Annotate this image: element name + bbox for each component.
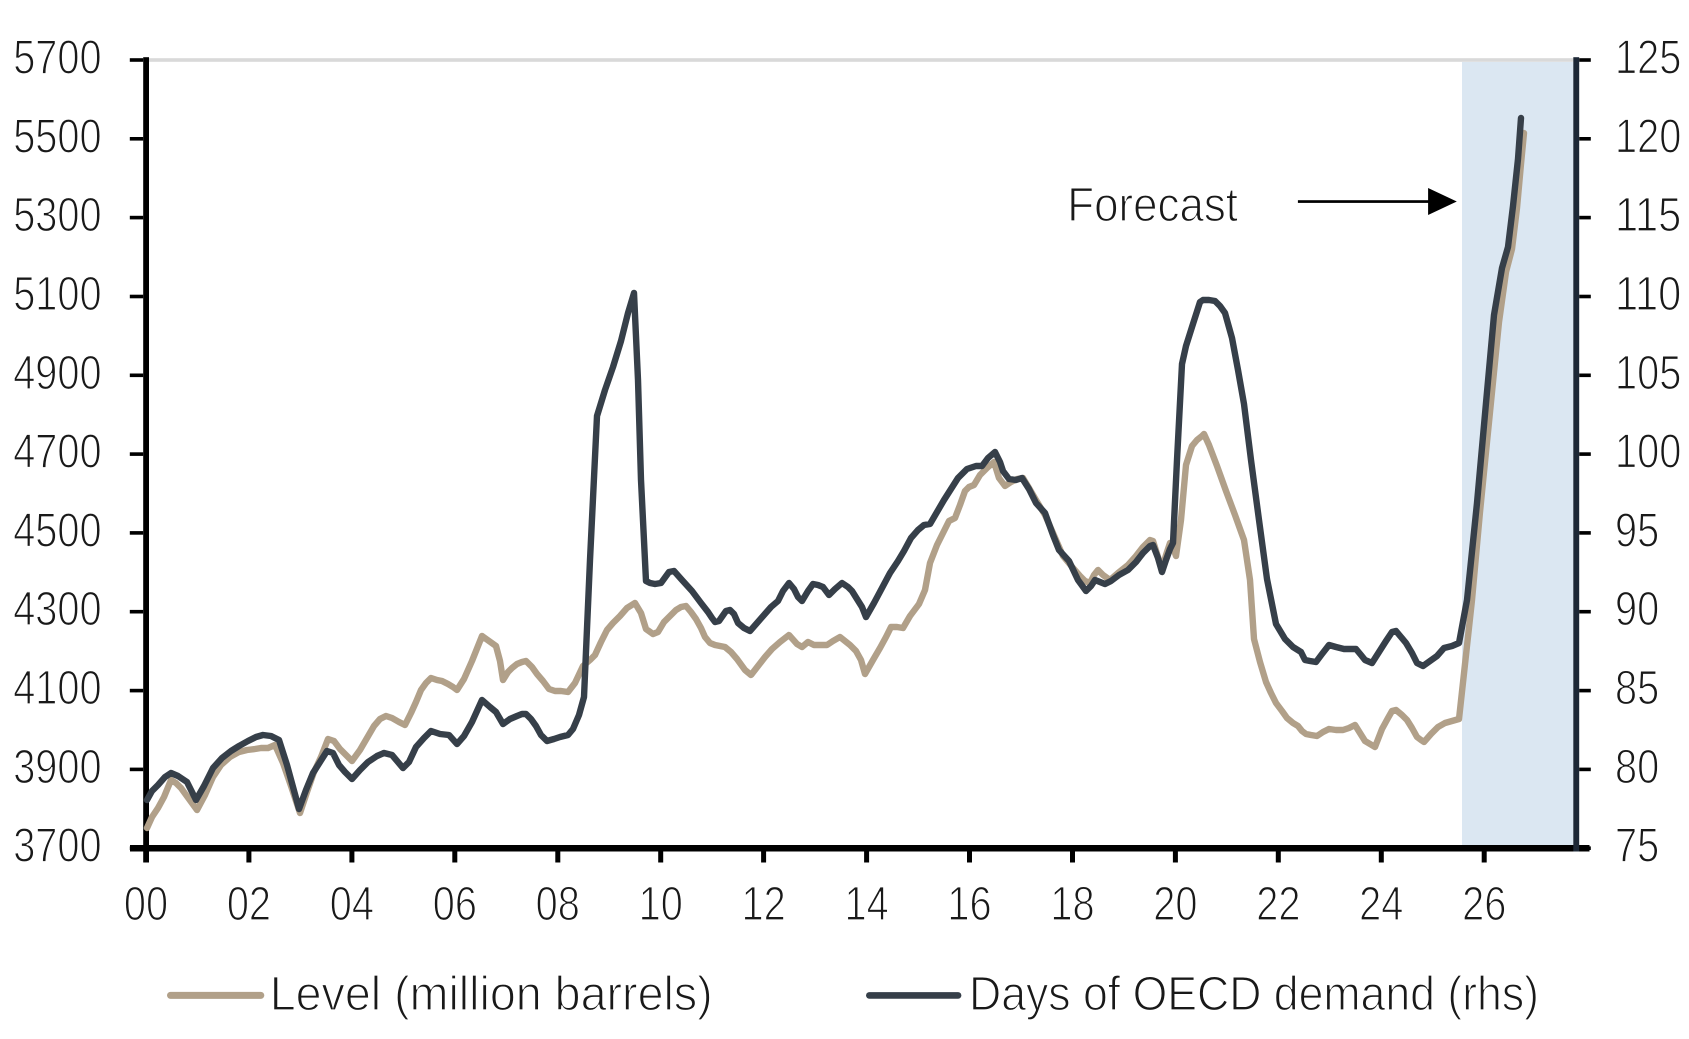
- svg-text:26: 26: [1462, 878, 1506, 931]
- svg-text:95: 95: [1615, 504, 1659, 557]
- svg-text:24: 24: [1359, 878, 1403, 931]
- svg-text:3900: 3900: [13, 741, 101, 794]
- svg-text:120: 120: [1615, 110, 1681, 163]
- svg-text:Days of OECD demand (rhs): Days of OECD demand (rhs): [969, 968, 1539, 1021]
- svg-text:125: 125: [1615, 32, 1681, 85]
- svg-text:4700: 4700: [13, 426, 101, 479]
- svg-text:14: 14: [844, 878, 888, 931]
- svg-text:5300: 5300: [13, 189, 101, 242]
- svg-text:10: 10: [639, 878, 683, 931]
- svg-text:06: 06: [433, 878, 477, 931]
- svg-text:18: 18: [1050, 878, 1094, 931]
- svg-text:105: 105: [1615, 347, 1681, 400]
- svg-text:4100: 4100: [13, 662, 101, 715]
- svg-text:80: 80: [1615, 741, 1659, 794]
- svg-text:02: 02: [227, 878, 271, 931]
- svg-text:04: 04: [330, 878, 374, 931]
- svg-text:00: 00: [124, 878, 168, 931]
- svg-text:4500: 4500: [13, 504, 101, 557]
- svg-text:75: 75: [1615, 820, 1659, 873]
- svg-text:20: 20: [1153, 878, 1197, 931]
- svg-text:90: 90: [1615, 583, 1659, 636]
- svg-text:4300: 4300: [13, 583, 101, 636]
- svg-text:12: 12: [742, 878, 786, 931]
- svg-text:3700: 3700: [13, 820, 101, 873]
- svg-text:4900: 4900: [13, 347, 101, 400]
- svg-text:5100: 5100: [13, 268, 101, 321]
- svg-text:115: 115: [1615, 189, 1681, 242]
- svg-text:Forecast: Forecast: [1067, 179, 1238, 232]
- svg-text:5500: 5500: [13, 110, 101, 163]
- svg-text:16: 16: [947, 878, 991, 931]
- svg-text:5700: 5700: [13, 32, 101, 85]
- svg-text:08: 08: [536, 878, 580, 931]
- svg-text:85: 85: [1615, 662, 1659, 715]
- svg-text:100: 100: [1615, 426, 1681, 479]
- svg-text:Level (million barrels): Level (million barrels): [270, 968, 713, 1021]
- svg-text:22: 22: [1256, 878, 1300, 931]
- svg-text:110: 110: [1615, 268, 1681, 321]
